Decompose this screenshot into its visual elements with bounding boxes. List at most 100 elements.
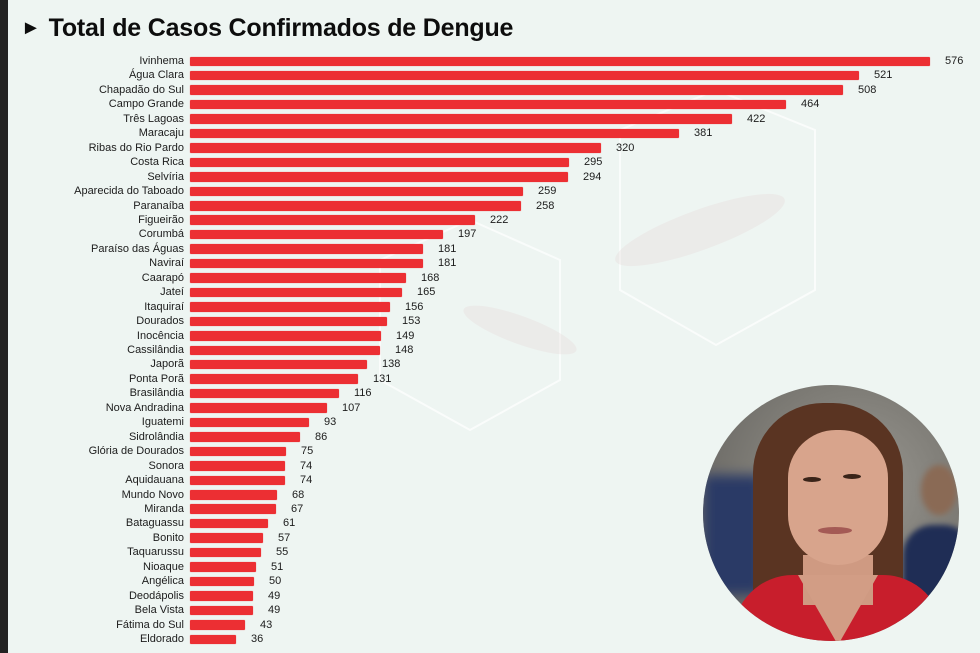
bar-row: Campo Grande 464	[0, 97, 980, 112]
bar-value-label: 75	[301, 445, 314, 458]
bar-row: Itaquiraí 156	[0, 300, 980, 315]
bar-label: Ribas do Rio Pardo	[88, 141, 184, 154]
bar	[190, 504, 276, 514]
bar-label: Costa Rica	[130, 156, 184, 169]
bar	[190, 388, 339, 399]
bar-label: Maracaju	[138, 127, 184, 140]
bar-row: Corumbá 197	[0, 227, 980, 242]
bar-label: Ponta Porã	[128, 372, 184, 385]
bar-row: Japorã 138	[0, 357, 980, 372]
bar-row: Três Lagoas 422	[0, 112, 980, 127]
bar	[190, 128, 679, 139]
bar-label: Corumbá	[138, 228, 184, 241]
bar-row: Aparecida do Taboado 259	[0, 184, 980, 199]
bar-label: Ivinhema	[139, 55, 184, 67]
bar-row: Nioaque 51	[0, 560, 980, 575]
bar-row: Selvíria 294	[0, 170, 980, 185]
bar	[190, 157, 569, 168]
bar-value-label: 131	[373, 372, 392, 385]
bar-value-label: 74	[300, 459, 313, 472]
bar-row: Bonito 57	[0, 531, 980, 546]
bar-label: Miranda	[144, 502, 184, 515]
bar-label: Itaquiraí	[144, 300, 184, 313]
bar-label: Fátima do Sul	[116, 618, 184, 631]
bar-row: Maracaju 381	[0, 126, 980, 141]
bar	[190, 99, 786, 110]
bar-value-label: 381	[694, 127, 713, 140]
bar	[190, 620, 245, 630]
bar	[190, 316, 387, 327]
bar-value-label: 43	[260, 618, 273, 631]
bar-label: Brasilândia	[129, 387, 184, 400]
bar-label: Glória de Dourados	[88, 445, 184, 458]
bar-value-label: 259	[538, 185, 557, 198]
bar-value-label: 86	[315, 430, 328, 443]
bar-row: Fátima do Sul 43	[0, 618, 980, 633]
bar-label: Deodápolis	[128, 589, 184, 602]
bar-label: Inocência	[136, 329, 184, 342]
bar	[190, 143, 601, 153]
bar	[190, 432, 300, 442]
chart-title: ► Total de Casos Confirmados de Dengue	[21, 14, 513, 43]
bar-value-label: 168	[421, 271, 440, 284]
bar	[190, 302, 390, 312]
bar-label: Bataguassu	[125, 517, 184, 530]
bar-row: Dourados 153	[0, 314, 980, 329]
bar-value-label: 74	[300, 474, 313, 487]
bar-value-label: 294	[583, 170, 602, 183]
bar	[190, 446, 286, 457]
bar-value-label: 107	[342, 401, 361, 414]
bar-label: Selvíria	[147, 170, 184, 183]
bar-row: Ivinhema 576	[0, 54, 980, 69]
bar-row: Eldorado 36	[0, 632, 980, 647]
bar	[190, 186, 523, 197]
bar-label: Jateí	[160, 286, 184, 299]
bar-label: Angélica	[141, 575, 184, 588]
bar-row: Glória de Dourados 75	[0, 444, 980, 459]
bar-label: Eldorado	[139, 633, 184, 645]
bar-row: Nova Andradina 107	[0, 401, 980, 416]
bar-label: Mundo Novo	[121, 488, 184, 501]
bar-row: Sonora 74	[0, 459, 980, 474]
bar-label: Bela Vista	[134, 604, 184, 617]
bar-label: Dourados	[136, 315, 184, 328]
bar-row: Paraíso das Águas 181	[0, 242, 980, 257]
bar-label: Cassilândia	[127, 344, 184, 356]
play-arrow-icon: ►	[21, 17, 41, 39]
bar-value-label: 49	[268, 589, 281, 602]
bar	[190, 591, 253, 601]
bar-label: Aquidauana	[125, 474, 184, 487]
bar-value-label: 149	[396, 329, 415, 342]
bar-row: Aquidauana 74	[0, 473, 980, 488]
bar-row: Jateí 165	[0, 285, 980, 300]
bar-label: Naviraí	[149, 257, 184, 270]
bar-value-label: 68	[292, 488, 305, 501]
chart-title-text: Total de Casos Confirmados de Dengue	[48, 14, 514, 42]
bar-label: Iguatemi	[141, 416, 184, 429]
bar-row: Ponta Porã 131	[0, 372, 980, 387]
bar-value-label: 258	[536, 199, 555, 212]
bar-value-label: 165	[417, 286, 436, 299]
bar	[190, 374, 358, 384]
bar	[190, 172, 568, 182]
bar-row: Bela Vista 49	[0, 603, 980, 618]
bar	[190, 417, 309, 428]
bar-row: Naviraí 181	[0, 256, 980, 271]
bar-value-label: 36	[251, 633, 264, 645]
bar	[190, 605, 253, 616]
bar-label: Sonora	[148, 459, 184, 472]
bar-label: Aparecida do Taboado	[74, 185, 184, 198]
bar	[190, 258, 423, 269]
bar-value-label: 148	[395, 344, 414, 356]
bar-label: Nova Andradina	[105, 401, 184, 414]
bar-value-label: 422	[747, 112, 766, 125]
bar-label: Três Lagoas	[123, 112, 184, 125]
bar-row: Ribas do Rio Pardo 320	[0, 141, 980, 156]
bar-value-label: 93	[324, 416, 337, 429]
bar	[190, 345, 380, 355]
bar-value-label: 197	[458, 228, 477, 241]
bar-label: Paraíso das Águas	[91, 242, 184, 255]
bar-row: Paranaíba 258	[0, 199, 980, 214]
bar-label: Campo Grande	[108, 98, 184, 111]
bar	[190, 518, 268, 529]
